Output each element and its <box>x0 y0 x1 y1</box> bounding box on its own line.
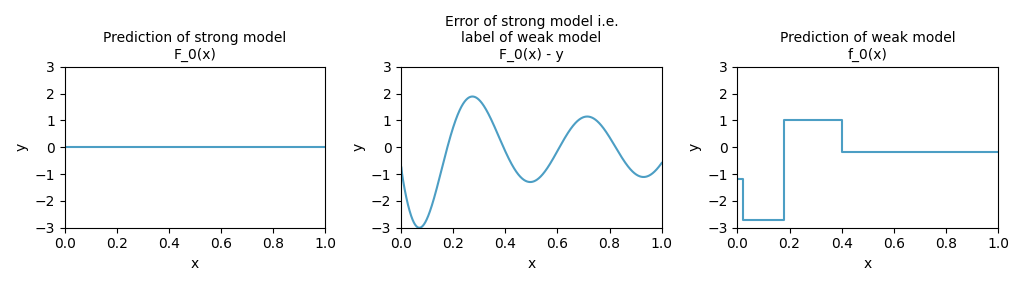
X-axis label: x: x <box>190 257 200 271</box>
Y-axis label: y: y <box>351 143 366 151</box>
X-axis label: x: x <box>527 257 536 271</box>
X-axis label: x: x <box>863 257 871 271</box>
Y-axis label: y: y <box>15 143 29 151</box>
Title: Error of strong model i.e.
label of weak model
F_0(x) - y: Error of strong model i.e. label of weak… <box>444 15 618 61</box>
Title: Prediction of strong model
F_0(x): Prediction of strong model F_0(x) <box>103 31 287 61</box>
Title: Prediction of weak model
f_0(x): Prediction of weak model f_0(x) <box>780 31 955 61</box>
Y-axis label: y: y <box>688 143 701 151</box>
